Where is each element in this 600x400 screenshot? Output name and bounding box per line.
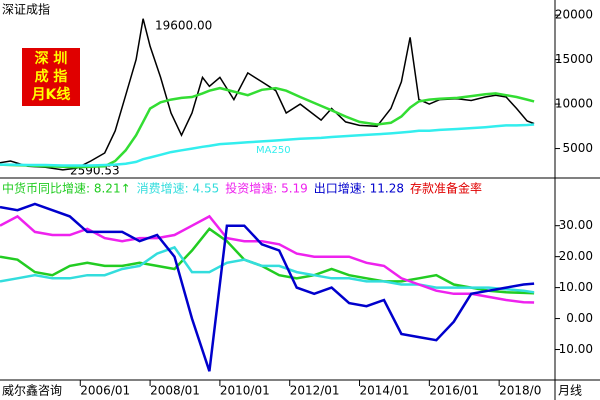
y-tick-label: 0.00 (566, 311, 593, 325)
annotation: 月线 (558, 384, 582, 398)
legend-entry: 消费增速: 4.55 (137, 182, 220, 196)
legend-entry: 出口增速: 11.28 (314, 182, 404, 196)
y-tick-label: -10.00 (554, 342, 593, 356)
x-tick-label: 2012/01 (290, 384, 340, 398)
y-tick-label: 20000 (555, 8, 593, 22)
annotation: 19600.00 (155, 19, 212, 33)
chart-title: 深证成指 (2, 2, 50, 17)
series-line (0, 245, 535, 294)
x-tick-label: 2010/01 (220, 384, 270, 398)
x-tick-label: 2006/01 (80, 384, 130, 398)
x-tick-label: 2016/01 (429, 384, 479, 398)
y-tick-label: 15000 (555, 52, 593, 66)
y-tick-label: 5000 (562, 141, 593, 155)
badge-text: 深 圳 (35, 50, 68, 67)
legend-entry: 投资增速: 5.19 (225, 181, 308, 196)
x-tick-label: 2014/01 (360, 384, 410, 398)
legend-entry: 中货币同比增速: 8.21↑ (2, 181, 131, 196)
annotation: 威尔鑫咨询 (2, 383, 62, 398)
series-line (0, 202, 535, 372)
y-tick-label: 10000 (555, 97, 593, 111)
x-tick-label: 2018/0 (499, 384, 541, 398)
y-tick-label: 20.00 (559, 249, 593, 263)
legend-entry: 存款准备金率 (410, 181, 482, 196)
series-line (0, 123, 535, 167)
x-tick-label: 2008/01 (150, 384, 200, 398)
badge (22, 48, 80, 106)
badge-text: 成 指 (35, 68, 68, 85)
series-line (0, 227, 535, 295)
badge-text: 月K线 (31, 86, 71, 103)
y-tick-label: 10.00 (559, 280, 593, 294)
annotation: MA250 (256, 145, 291, 156)
series-line (0, 214, 535, 304)
y-tick-label: 30.00 (559, 218, 593, 232)
